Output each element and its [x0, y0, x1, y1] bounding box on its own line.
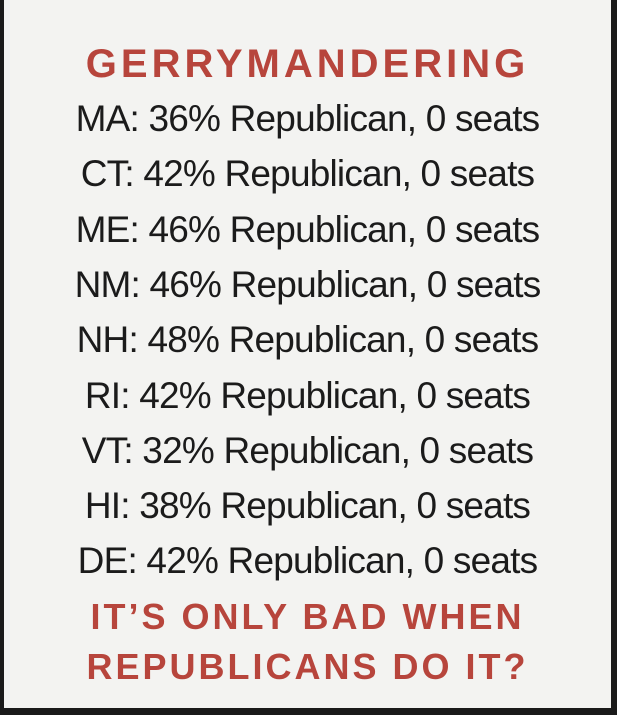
state-line: VT: 32% Republican, 0 seats: [81, 429, 534, 471]
footer-line: REPUBLICANS DO IT?: [86, 646, 529, 687]
state-line: MA: 36% Republican, 0 seats: [75, 98, 541, 139]
card: GERRYMANDERING MA: 36% Republican, 0 sea…: [4, 0, 611, 708]
state-line: HI: 38% Republican, 0 seats: [84, 485, 531, 527]
footer-line: IT’S ONLY BAD WHEN: [90, 596, 525, 637]
state-line: RI: 42% Republican, 0 seats: [84, 374, 531, 416]
state-line: NH: 48% Republican, 0 seats: [76, 319, 540, 361]
state-line: NM: 46% Republican, 0 seats: [74, 263, 542, 305]
state-line: DE: 42% Republican, 0 seats: [77, 540, 538, 582]
state-line: ME: 46% Republican, 0 seats: [75, 208, 541, 250]
state-line: CT: 42% Republican, 0 seats: [80, 153, 535, 195]
title: GERRYMANDERING: [85, 42, 530, 86]
